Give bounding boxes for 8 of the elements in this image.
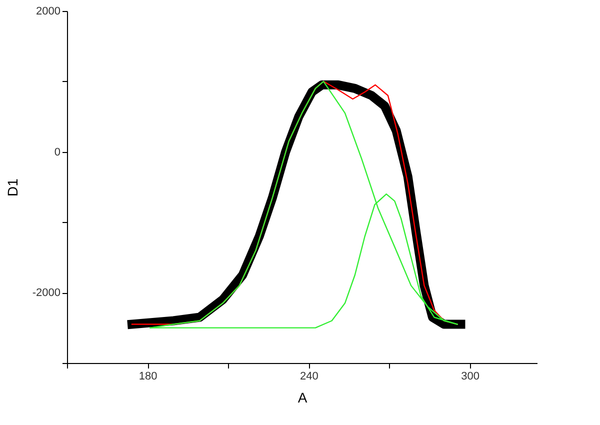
y-tick-label: 0 bbox=[54, 146, 60, 158]
y-tick-label: -2000 bbox=[32, 287, 60, 300]
x-tick-label: 300 bbox=[461, 370, 480, 382]
y-axis-title: D1 bbox=[4, 178, 20, 196]
x-tick-label: 180 bbox=[138, 370, 158, 382]
y-tick-label: 2000 bbox=[36, 6, 60, 18]
x-axis-title: A bbox=[298, 390, 308, 406]
x-tick-label: 240 bbox=[300, 370, 318, 382]
